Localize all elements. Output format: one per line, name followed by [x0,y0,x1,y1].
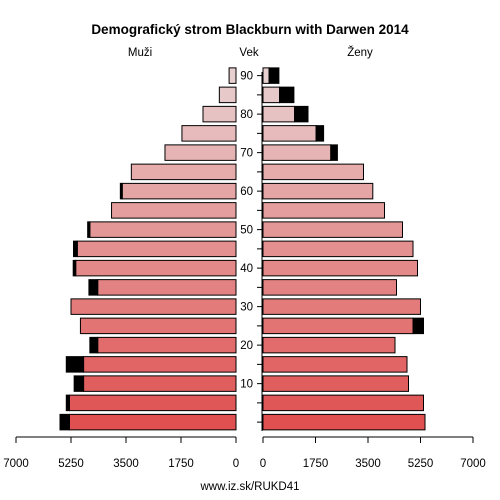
male-overflow-bar-45-49 [73,240,78,258]
female-bar-65-69 [262,163,364,181]
right-x-tick-label-3500: 3500 [355,458,381,470]
female-bar-25-29 [262,317,414,335]
female-bar-10-14 [262,375,409,392]
female-overflow-bar-90+ [268,67,280,84]
right-x-tick-label-5250: 5250 [408,458,434,470]
chart-title: Demografický strom Blackburn with Darwen… [91,22,409,37]
female-bar-85-89 [262,86,280,104]
left-x-tick-label-3500: 3500 [113,458,139,470]
right-x-tick-label-1750: 1750 [303,458,329,470]
female-bar-20-24 [262,336,396,354]
female-bar-70-74 [262,144,332,161]
female-overflow-bar-70-74 [330,144,338,161]
male-overflow-bar-0-4 [59,413,70,431]
right-x-tick-label-0: 0 [260,458,266,470]
female-overflow-bar-80-84 [294,105,309,123]
age-tick-label-60: 60 [240,186,253,198]
right-panel-label: Ženy [347,46,373,59]
age-tick-label-30: 30 [240,302,253,314]
female-bar-45-49 [262,240,414,258]
male-overflow-bar-20-24 [89,336,99,354]
age-tick-label-10: 10 [240,379,253,391]
male-overflow-bar-50-54 [87,221,91,238]
age-tick-label-50: 50 [240,225,253,237]
female-bar-75-79 [262,125,317,142]
male-bar-70-74 [164,144,237,161]
male-bar-90+ [228,67,237,84]
female-bar-5-9 [262,394,424,412]
plot-area: 10 20 30 40 50 60 70 80 90 7000 5250 3500 1750 0 0 1750… [3,67,486,470]
male-bar-80-84 [202,105,237,123]
male-bar-50-54 [89,221,237,238]
center-axis-label: Vek [239,47,258,59]
footer-url: www.iz.sk/RUKD41 [199,481,299,493]
female-overflow-bar-25-29 [412,317,424,335]
age-tick-label-90: 90 [240,71,253,83]
female-bar-60-64 [262,182,374,200]
male-bar-85-89 [218,86,237,104]
male-overflow-bar-10-14 [73,375,85,392]
left-panel-label: Muži [128,47,152,59]
left-x-tick-label-7000: 7000 [3,458,29,470]
male-bar-45-49 [76,240,237,258]
left-x-tick-label-5250: 5250 [58,458,84,470]
male-bar-60-64 [121,182,237,200]
female-bar-90+ [262,67,270,84]
female-bar-0-4 [262,413,426,431]
male-overflow-bar-15-19 [65,356,85,373]
female-bar-30-34 [262,298,421,315]
male-bar-25-29 [79,317,237,335]
male-overflow-bar-40-44 [72,259,77,277]
male-bar-40-44 [75,259,237,277]
right-x-tick-label-7000: 7000 [460,458,486,470]
male-bar-55-59 [111,202,237,219]
male-bar-10-14 [83,375,237,392]
female-bar-35-39 [262,279,397,296]
age-tick-label-20: 20 [240,340,253,352]
male-bar-0-4 [68,413,237,431]
left-x-tick-label-0: 0 [233,458,239,470]
male-bar-5-9 [68,394,237,412]
male-bar-75-79 [181,125,237,142]
female-bar-15-19 [262,356,408,373]
female-overflow-bar-85-89 [279,86,295,104]
female-bar-40-44 [262,259,418,277]
male-bar-35-39 [97,279,237,296]
male-overflow-bar-5-9 [65,394,70,412]
left-x-tick-label-1750: 1750 [168,458,194,470]
male-bar-15-19 [83,356,237,373]
female-bar-50-54 [262,221,403,238]
male-bar-30-34 [70,298,237,315]
female-bar-80-84 [262,105,295,123]
male-bar-65-69 [130,163,237,181]
female-bar-55-59 [262,202,385,219]
age-tick-label-40: 40 [240,263,253,275]
female-overflow-bar-75-79 [315,125,325,142]
age-tick-label-70: 70 [240,148,253,160]
male-overflow-bar-35-39 [88,279,99,296]
male-overflow-bar-60-64 [119,182,123,200]
male-bar-20-24 [97,336,237,354]
age-tick-label-80: 80 [240,109,253,121]
